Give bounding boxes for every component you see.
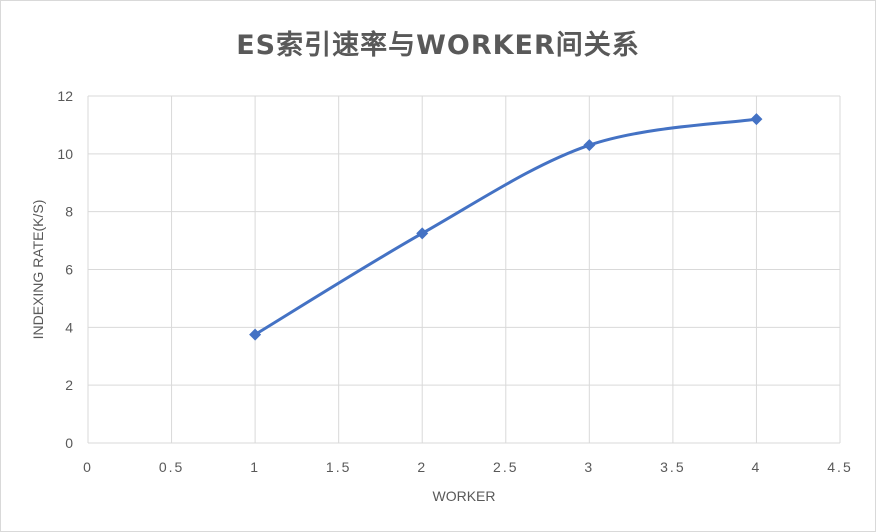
x-tick-label-0: 0 [83,459,93,475]
gridlines [87,95,841,444]
data-point-3 [750,113,763,126]
y-tick-label-5: 10 [57,146,73,162]
y-axis-ticks: 0 2 4 6 8 10 12 [57,88,73,451]
x-tick-label-3: 1.5 [326,459,351,475]
series-markers [249,113,763,341]
x-tick-label-2: 1 [250,459,260,475]
x-tick-label-9: 4.5 [827,459,852,475]
data-point-2 [583,139,596,152]
y-axis-label: INDEXING RATE(K/S) [30,200,46,340]
x-tick-label-5: 2.5 [493,459,518,475]
data-point-0 [249,328,262,341]
x-axis-label: WORKER [433,488,496,504]
x-tick-label-8: 4 [752,459,762,475]
series-line [254,117,757,336]
chart-title: ES索引速率与WORKER间关系 [236,30,640,61]
y-tick-label-3: 6 [65,262,73,278]
x-axis-ticks: 0 0.5 1 1.5 2 2.5 3 3.5 4 4.5 [83,459,852,475]
y-tick-label-2: 4 [65,319,73,335]
data-point-1 [416,227,429,240]
y-tick-label-1: 2 [65,377,73,393]
x-tick-label-6: 3 [584,459,594,475]
y-tick-label-0: 0 [65,435,73,451]
x-tick-label-4: 2 [417,459,427,475]
y-tick-label-4: 8 [65,204,73,220]
x-tick-label-1: 0.5 [159,459,184,475]
y-tick-label-6: 12 [57,88,73,104]
x-tick-label-7: 3.5 [660,459,685,475]
